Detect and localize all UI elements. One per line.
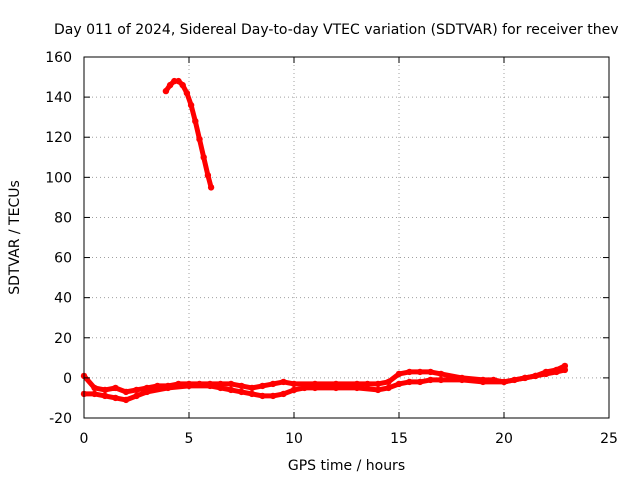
data-point	[521, 374, 529, 382]
data-point	[166, 81, 174, 89]
data-point	[175, 77, 182, 85]
data-point	[290, 386, 298, 394]
data-point	[385, 384, 392, 392]
data-point	[200, 154, 207, 161]
data-point	[207, 184, 215, 191]
data-point	[290, 380, 298, 388]
y-tick-label: 160	[45, 50, 72, 66]
data-point	[162, 87, 170, 95]
data-point	[179, 81, 186, 89]
data-point	[133, 392, 140, 400]
data-point	[542, 370, 550, 378]
data-point	[280, 390, 287, 398]
y-tick-label: 20	[54, 331, 72, 347]
data-point	[192, 118, 199, 125]
grid	[84, 57, 609, 418]
data-point	[227, 380, 235, 388]
plot-frame	[83, 56, 610, 419]
y-tick-label: 0	[63, 371, 72, 387]
data-point	[248, 384, 256, 392]
data-point	[301, 384, 308, 392]
data-point	[187, 101, 195, 109]
x-axis-label: GPS time / hours	[288, 458, 405, 474]
data-point	[395, 370, 403, 378]
data-point	[479, 378, 487, 386]
y-tick-label: 60	[54, 251, 72, 267]
data-point	[101, 392, 109, 400]
y-tick-label: 100	[45, 170, 72, 186]
data-point	[227, 386, 235, 394]
data-point	[364, 380, 371, 388]
x-tick-label: 20	[495, 431, 513, 447]
x-tick-label: 5	[185, 431, 194, 447]
data-point	[238, 382, 245, 390]
data-point	[374, 380, 382, 388]
x-tick-label: 25	[600, 431, 618, 447]
data-point	[248, 390, 256, 398]
data-point	[269, 392, 277, 400]
data-point	[406, 378, 413, 386]
data-point	[500, 378, 508, 386]
data-point	[280, 378, 287, 386]
data-point	[553, 368, 560, 376]
data-point	[416, 368, 424, 376]
data-point	[164, 384, 172, 392]
data-point	[91, 384, 98, 392]
data-point	[395, 380, 403, 388]
data-point	[183, 89, 191, 97]
y-tick-label: -20	[49, 411, 72, 427]
axis-ticks: 0 5 10 15 20 25 -20 0 20 40 60 80 100 120 140 160	[45, 50, 618, 447]
data-point	[259, 392, 266, 400]
data-point	[185, 382, 193, 390]
data-point	[238, 388, 245, 396]
data-point	[217, 384, 224, 392]
data-point	[91, 390, 98, 398]
data-point	[532, 372, 539, 380]
data-point	[143, 388, 151, 396]
x-tick-label: 0	[80, 431, 89, 447]
data-point	[311, 384, 319, 392]
y-tick-label: 120	[45, 130, 72, 146]
data-point	[206, 382, 214, 390]
data-point	[561, 366, 569, 374]
data-point	[204, 172, 212, 179]
chart-title: Day 011 of 2024, Sidereal Day-to-day VTE…	[54, 22, 618, 38]
data-point	[406, 368, 413, 376]
x-tick-label: 10	[285, 431, 303, 447]
data-point	[427, 376, 434, 384]
data-point	[427, 368, 434, 376]
data-point	[353, 384, 361, 392]
data-point	[101, 386, 109, 394]
data-point	[133, 386, 140, 394]
y-tick-label: 80	[54, 210, 72, 226]
data-point	[122, 396, 130, 404]
data-point	[458, 376, 466, 384]
data-point	[437, 370, 445, 378]
data-point	[374, 386, 382, 394]
y-tick-label: 140	[45, 90, 72, 106]
data-point	[112, 394, 119, 402]
data-point	[112, 384, 119, 392]
data-point	[122, 388, 130, 396]
data-point	[196, 136, 203, 143]
x-tick-label: 15	[390, 431, 408, 447]
data-point	[269, 380, 277, 388]
data-point	[416, 378, 424, 386]
y-tick-label: 40	[54, 291, 72, 307]
data-point	[385, 378, 392, 386]
data-point	[437, 376, 445, 384]
data-point	[332, 384, 340, 392]
data-point	[259, 382, 266, 390]
data-series	[80, 77, 569, 404]
y-axis-label: SDTVAR / TECUs	[7, 180, 23, 295]
